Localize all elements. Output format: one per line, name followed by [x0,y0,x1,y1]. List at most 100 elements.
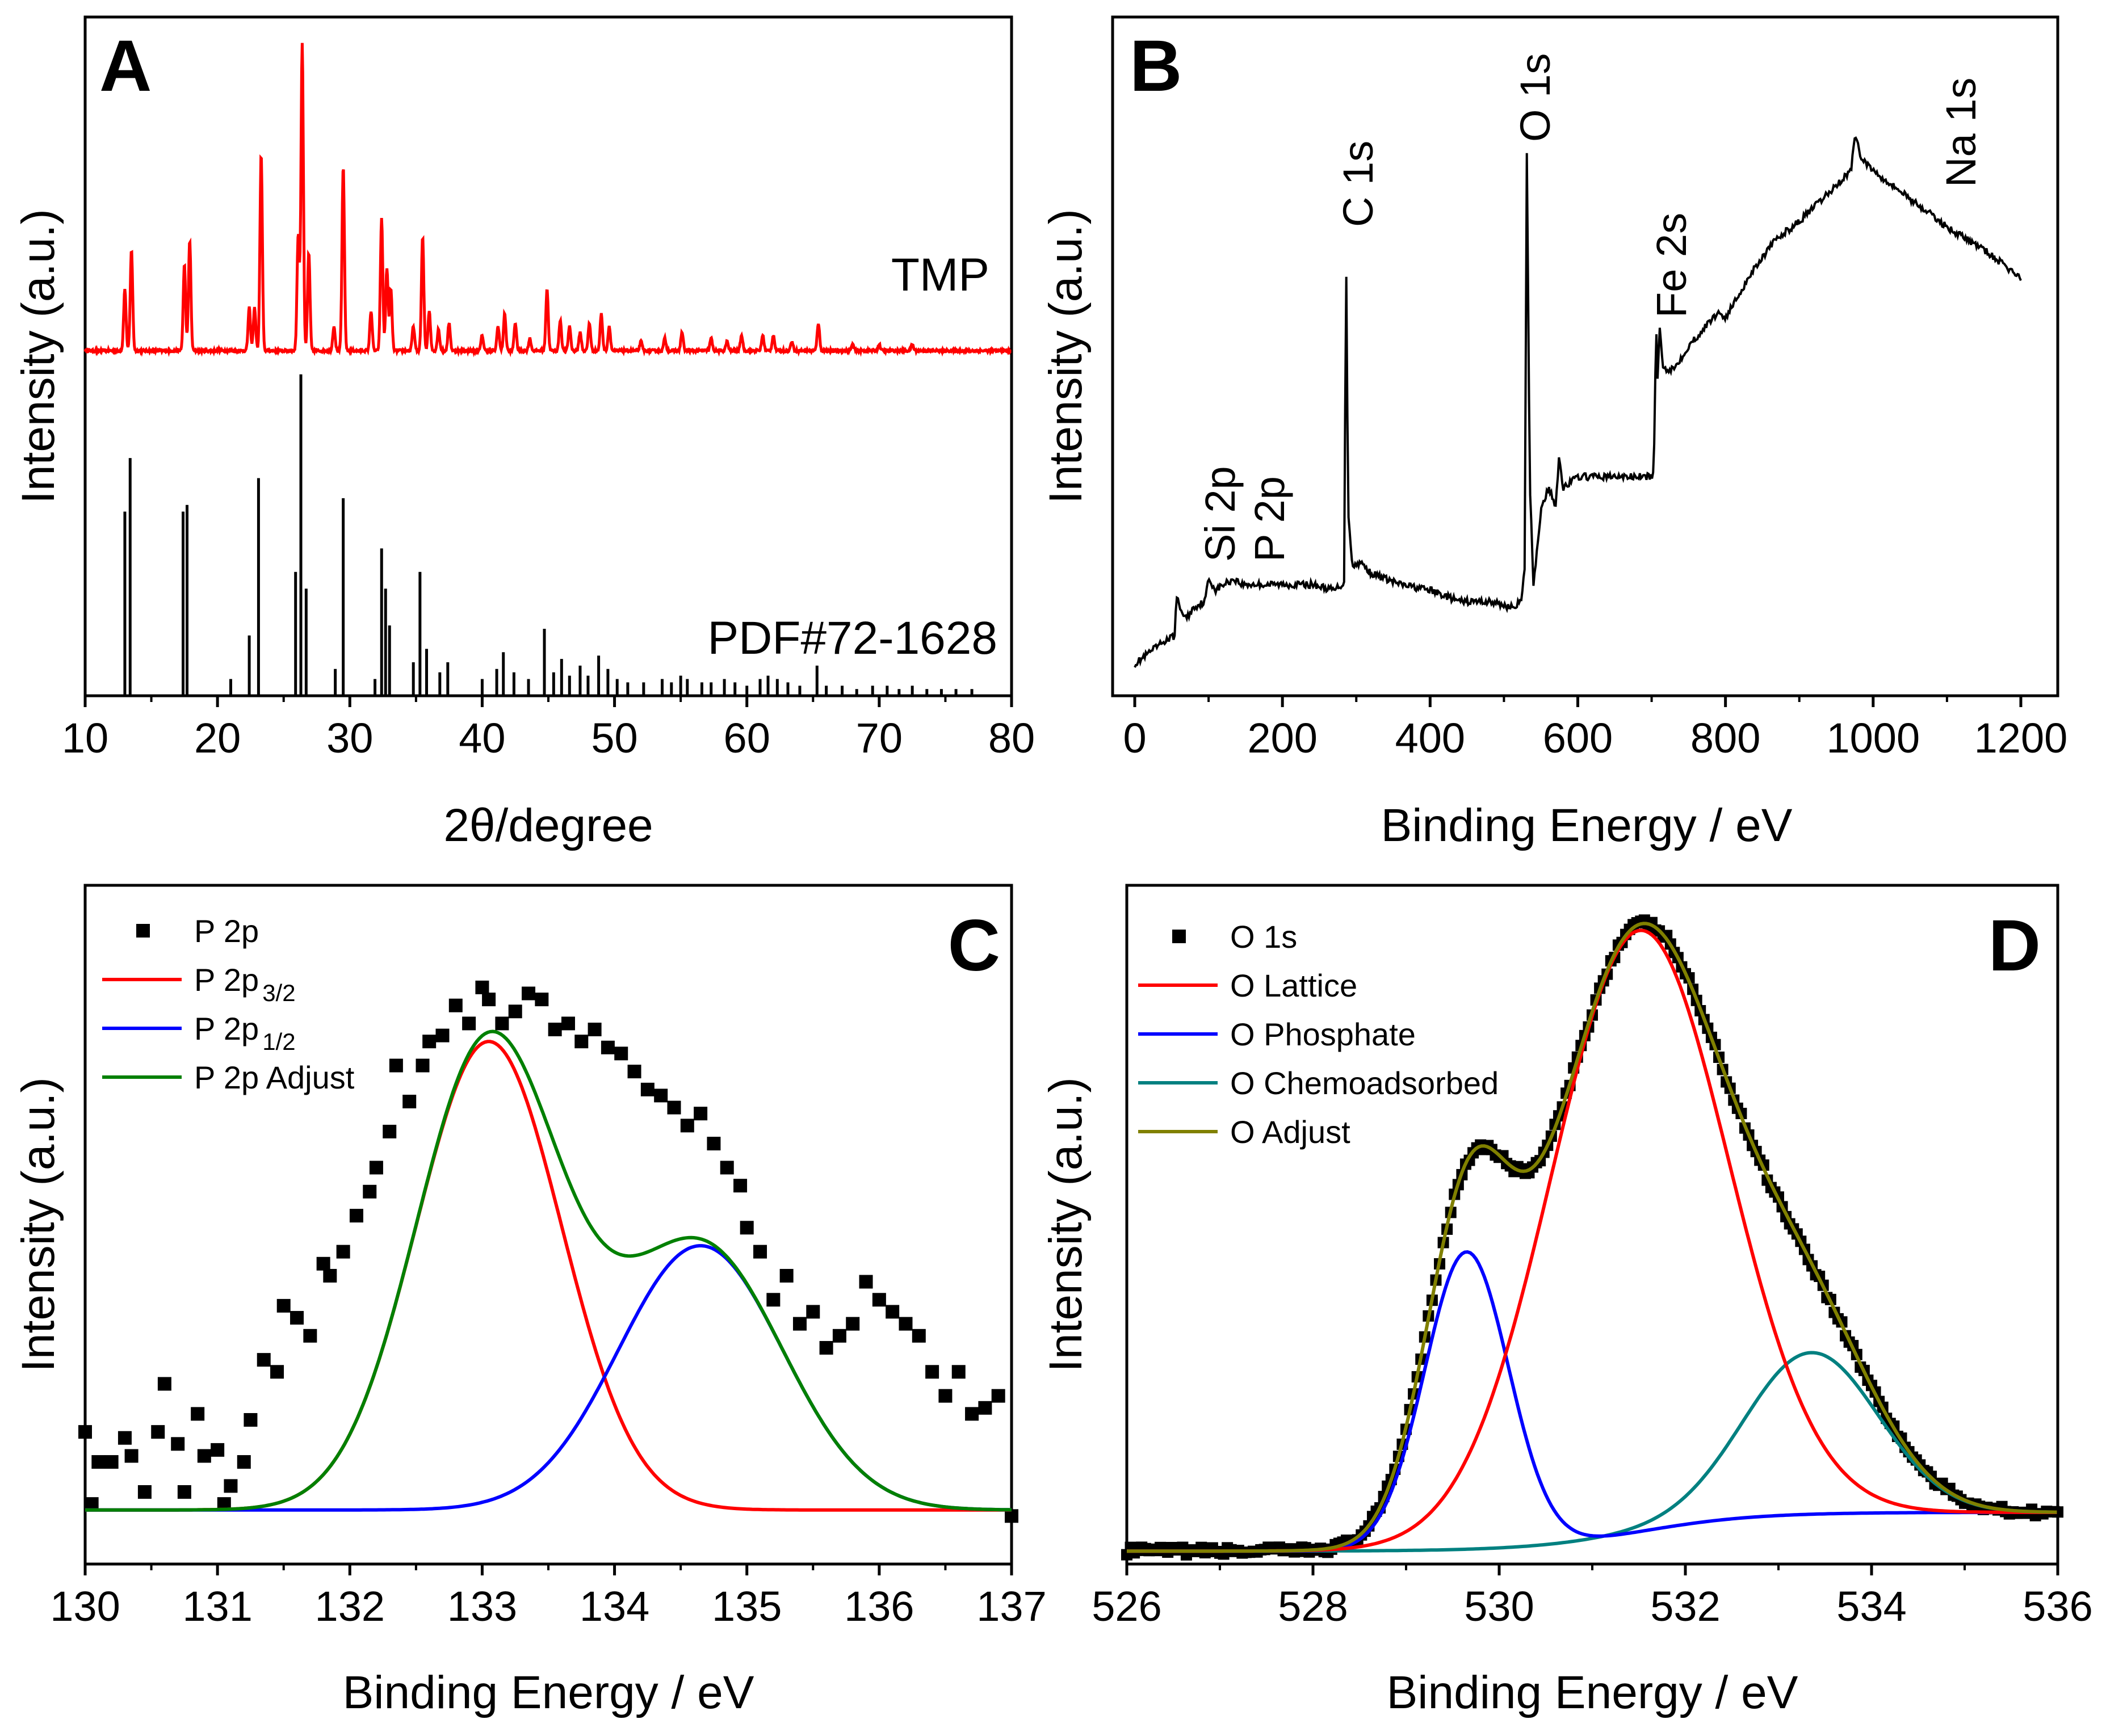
p2p-data-point [601,1040,615,1054]
p2p-data-point [422,1035,437,1049]
panel-a-xtick-label: 30 [326,714,373,762]
p2p-data-point [806,1305,820,1319]
panel-d-xtick-label: 532 [1650,1583,1720,1630]
p2p-data-point [224,1479,238,1493]
p2p-data-point [951,1365,966,1379]
o-phosphate-curve [1127,1250,2057,1553]
panel-a-xtick-label: 70 [856,714,903,762]
p2p-data-point [753,1245,767,1259]
panel-c-xtick-label: 134 [580,1583,649,1630]
p2p-data-point [832,1329,846,1343]
p2p-data-point [740,1221,754,1235]
peak-annotation: Fe 2s [1648,213,1695,318]
panel-c-xtick-label: 136 [844,1583,914,1630]
p2p-data-point [680,1119,694,1133]
panel-a-label-pdf: PDF#72-1628 [707,612,997,664]
p2p-data-point [475,980,489,994]
legend-marker [136,924,150,938]
p2p-data-point [323,1268,337,1283]
p2p-data-point [435,1028,450,1043]
p2p-data-point [522,986,536,1001]
panel-c-xtick-label: 135 [712,1583,782,1630]
panel-b-xtick-label: 200 [1247,714,1317,762]
p2p-data-point [290,1311,304,1325]
legend-label: O Chemoadsorbed [1230,1065,1499,1101]
p2p-data-point [336,1245,350,1259]
p2p-data-point [899,1317,913,1331]
panel-b-xtick-label: 600 [1543,714,1613,762]
panel-a-xtick-label: 40 [459,714,505,762]
legend-marker [1172,930,1186,943]
p2p-data-point [124,1449,139,1463]
panel-d-xtick-label: 528 [1278,1583,1348,1630]
p2p-data-point [369,1161,383,1175]
p2p-data-point [978,1401,992,1415]
p2p-data-point [886,1305,900,1319]
panel-c: C Binding Energy / eV Intensity (a.u.) 1… [12,884,1047,1718]
panel-d: D Binding Energy / eV Intensity (a.u.) 5… [1040,884,2093,1718]
panel-d-xtick-label: 534 [1836,1583,1906,1630]
p2p-data-point [508,1004,522,1019]
p2p-data-point [640,1082,655,1096]
p2p-data-point [462,1016,476,1031]
p2p-data-point [495,1016,509,1031]
panel-a-label-tmp: TMP [891,249,989,301]
peak-annotation: O 1s [1512,53,1559,142]
p2p-data-point [237,1455,251,1469]
p2p-data-point [792,1317,807,1331]
panel-b-xtick-label: 400 [1395,714,1465,762]
panel-d-xlabel: Binding Energy / eV [1387,1667,1798,1718]
legend-label: O 1s [1230,919,1297,955]
p2p-data-point [191,1407,205,1421]
p2p-data-point [276,1298,291,1313]
p2p-data-point [104,1455,119,1469]
p2p-data-point [416,1058,430,1073]
panel-a-xtick-label: 10 [62,714,108,762]
p2p-data-point [363,1184,377,1199]
p2p-data-point [349,1209,363,1223]
o-adjust-curve [1127,922,2057,1553]
p2p-data-point [965,1407,979,1421]
legend-label: O Lattice [1230,968,1357,1003]
p2p-data-point [535,993,549,1007]
panel-a-ylabel: Intensity (a.u.) [12,209,64,504]
legend-subscript: 3/2 [262,980,295,1006]
panel-a-xtick-label: 20 [194,714,241,762]
p2p-data-point [171,1437,185,1451]
panel-b-label: B [1130,26,1182,107]
p2p-data-point [925,1365,939,1379]
p2p-data-point [383,1124,397,1138]
panel-c-xtick-label: 133 [447,1583,517,1630]
p2p-data-point [389,1058,403,1073]
panel-b-frame [1111,15,2059,697]
panel-a-frame [83,15,1013,697]
panel-d-xtick-label: 536 [2023,1583,2092,1630]
legend-label: P 2p Adjust [194,1060,355,1095]
p2p-data-point [118,1431,132,1445]
p2p-data-point [137,1485,152,1499]
p2p-data-point [627,1065,641,1079]
legend-label: P 2p 1/2 [194,1011,296,1055]
peak-annotation: P 2p [1246,476,1293,562]
legend-label: P 2p [194,913,259,949]
panel-c-xtick-label: 132 [315,1583,385,1630]
peak-annotation: C 1s [1335,141,1382,227]
panel-a-label: A [99,26,152,107]
p2p-data-point [561,1016,575,1031]
p2p-data-point [257,1353,271,1367]
p2p-data-point [157,1377,171,1391]
tmp-xrd-curve [83,43,1012,358]
p2p-adjust-curve [85,1029,1012,1512]
p2p-data-point [614,1046,628,1061]
panel-c-ylabel: Intensity (a.u.) [12,1077,64,1372]
p2p-data-point [270,1365,284,1379]
peak-annotation: Na 1s [1937,78,1985,187]
panel-b: B Binding Energy / eV Intensity (a.u.) 0… [1040,15,2067,851]
panel-b-ylabel: Intensity (a.u.) [1040,209,1092,504]
panel-b-xtick-label: 0 [1123,714,1146,762]
p2p-data-point [859,1275,873,1289]
panel-c-xtick-label: 137 [976,1583,1046,1630]
p2p-data-point [766,1293,781,1307]
p2p-data-point [819,1340,833,1355]
